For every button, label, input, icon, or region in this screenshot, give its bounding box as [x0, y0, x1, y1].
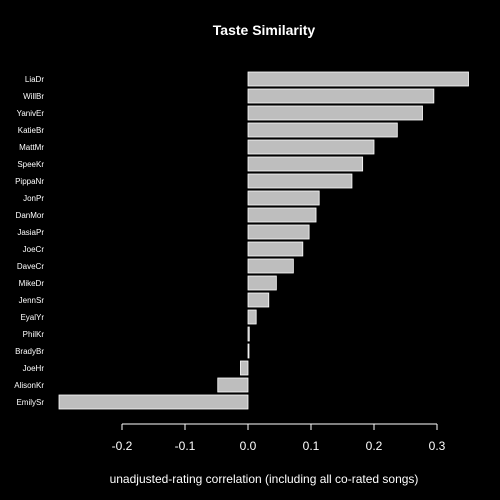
bar-JoeCr	[247, 241, 304, 257]
bar-MattMr	[247, 139, 375, 155]
x-tick-label: -0.1	[175, 439, 196, 453]
category-label-JennSr: JennSr	[19, 296, 45, 305]
bar-SpeeKr	[247, 156, 364, 172]
chart-title: Taste Similarity	[213, 22, 316, 38]
bar-DanMor	[247, 207, 317, 223]
bar-PhilKr	[247, 326, 250, 342]
category-label-EmilySr: EmilySr	[16, 398, 44, 407]
bar-YanivEr	[247, 105, 423, 121]
bar-JasiaPr	[247, 224, 310, 240]
category-label-DanMor: DanMor	[16, 211, 45, 220]
category-label-BradyBr: BradyBr	[15, 347, 44, 356]
category-label-PippaNr: PippaNr	[15, 177, 44, 186]
category-label-KatieBr: KatieBr	[18, 126, 45, 135]
category-label-SpeeKr: SpeeKr	[17, 160, 44, 169]
category-labels-group: LiaDr WillBr YanivEr KatieBr MattMr SpeeKr Pip…	[14, 75, 44, 407]
category-label-JoeHr: JoeHr	[23, 364, 45, 373]
x-tick-label: 0.2	[366, 439, 383, 453]
category-label-AlisonKr: AlisonKr	[14, 381, 44, 390]
bar-JoeHr	[240, 360, 249, 376]
bar-EmilySr	[58, 394, 249, 410]
bar-LiaDr	[247, 71, 469, 87]
bar-DaveCr	[247, 258, 294, 274]
x-tick-label: 0.0	[240, 439, 257, 453]
category-label-WillBr: WillBr	[23, 92, 44, 101]
bar-JennSr	[247, 292, 270, 308]
category-label-PhilKr: PhilKr	[23, 330, 45, 339]
x-axis: -0.2 -0.1 0.0 0.1 0.2 0.3	[112, 423, 446, 453]
category-label-JasiaPr: JasiaPr	[17, 228, 44, 237]
x-axis-label: unadjusted-rating correlation (including…	[110, 472, 419, 486]
bar-PippaNr	[247, 173, 353, 189]
x-tick-label: 0.3	[429, 439, 446, 453]
category-label-JonPr: JonPr	[23, 194, 44, 203]
category-label-YanivEr: YanivEr	[17, 109, 45, 118]
bar-AlisonKr	[217, 377, 249, 393]
category-label-DaveCr: DaveCr	[17, 262, 44, 271]
bar-KatieBr	[247, 122, 398, 138]
bar-WillBr	[247, 88, 435, 104]
bar-BradyBr	[247, 343, 250, 359]
category-label-JoeCr: JoeCr	[23, 245, 45, 254]
bars-group	[58, 71, 469, 410]
x-tick-label: -0.2	[112, 439, 133, 453]
category-label-MattMr: MattMr	[19, 143, 44, 152]
x-tick-label: 0.1	[303, 439, 320, 453]
bar-MikeDr	[247, 275, 277, 291]
category-label-LiaDr: LiaDr	[25, 75, 44, 84]
bar-JonPr	[247, 190, 320, 206]
category-label-EyalYr: EyalYr	[20, 313, 44, 322]
category-label-MikeDr: MikeDr	[19, 279, 45, 288]
bar-EyalYr	[247, 309, 257, 325]
